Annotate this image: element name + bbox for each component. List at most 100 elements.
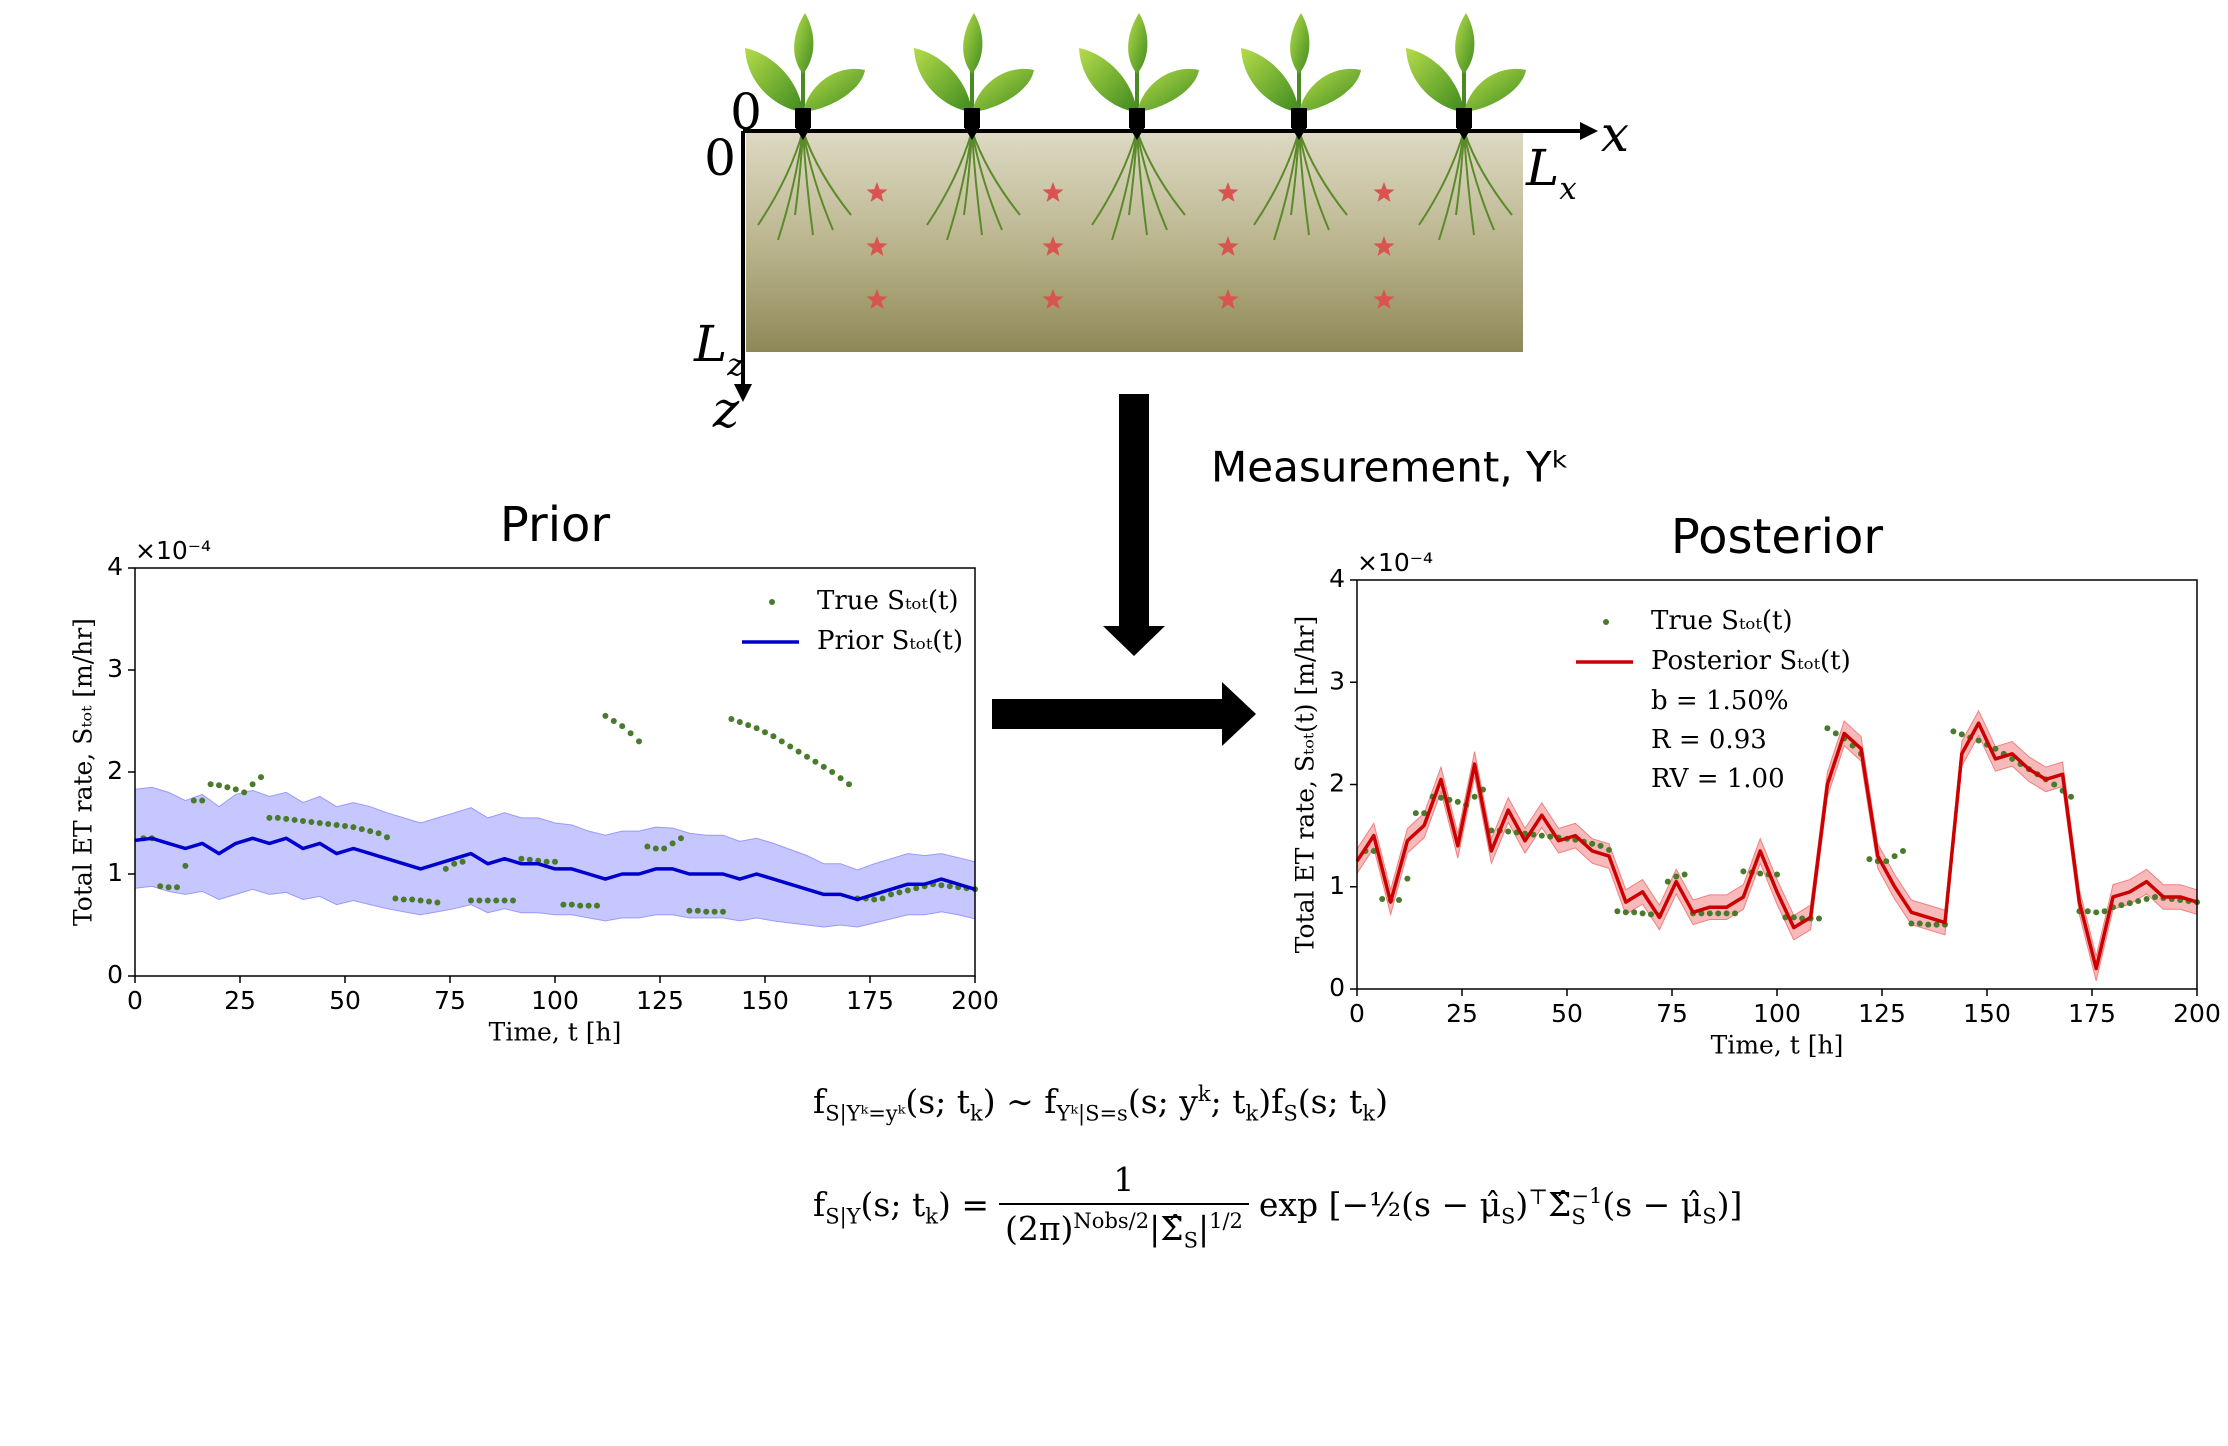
true-point <box>1673 873 1680 880</box>
annotation: RV = 1.00 <box>1651 764 1785 794</box>
true-point <box>434 899 441 906</box>
subscript: k <box>1362 1101 1376 1126</box>
down-arrow-head <box>1103 626 1165 656</box>
true-point <box>1715 910 1722 917</box>
x-tick-label: 0 <box>127 986 143 1015</box>
root <box>971 130 1021 216</box>
math-text: (2π) <box>1004 1209 1074 1248</box>
y-axis-label: Total ET rate, Sₜₒₜ(t) [m/hr] <box>1291 616 1320 953</box>
true-point <box>543 858 550 865</box>
root <box>1136 130 1186 216</box>
true-point <box>2051 781 2058 788</box>
leaf <box>1241 48 1299 112</box>
bayes-equation: fS|Yᵏ=yᵏ(s; tk) ∼ fYᵏ|S=s(s; yk; tk)fS(s… <box>813 1082 1388 1126</box>
true-point <box>384 834 390 841</box>
z-length: Lz <box>693 315 744 383</box>
text: L <box>1525 139 1559 197</box>
true-point <box>2135 898 2142 905</box>
true-point <box>342 823 348 830</box>
x-tick-label: 75 <box>434 986 466 1015</box>
sensors <box>866 182 1395 309</box>
true-point <box>619 723 626 730</box>
true-point <box>585 902 592 909</box>
charts: Prior×10⁻⁴0 25 50 75 100 125 150 175 20001234Tim… <box>69 497 2221 1060</box>
leaf <box>914 48 972 112</box>
math-text: exp [−½(s − μ̂ <box>1258 1184 1502 1224</box>
true-point <box>602 712 609 719</box>
true-point <box>1866 856 1873 863</box>
numerator: 1 <box>1113 1160 1135 1199</box>
legend-marker <box>769 599 775 605</box>
x-axis-label: Time, t [h] <box>1711 1031 1844 1060</box>
plant <box>1406 13 1526 241</box>
x-tick-label: 175 <box>2068 999 2116 1028</box>
true-point <box>199 797 206 804</box>
root <box>802 130 834 231</box>
true-point <box>1538 832 1545 839</box>
leaf <box>1128 13 1148 74</box>
leaf <box>1137 68 1199 112</box>
true-point <box>1421 810 1428 817</box>
math-text: (s − μ̂ <box>1602 1184 1703 1224</box>
legend-label: True Sₜₒₜ(t) <box>1651 606 1793 636</box>
true-point <box>2143 896 2150 903</box>
math-text: f <box>813 1082 826 1121</box>
root <box>1136 130 1168 231</box>
y-tick-label: 3 <box>107 654 123 683</box>
true-point <box>451 860 458 867</box>
true-point <box>1975 737 1982 744</box>
true-point <box>358 826 365 833</box>
leaf <box>1079 48 1137 112</box>
true-point <box>1723 910 1730 917</box>
right-arrow <box>992 699 1224 729</box>
mean-line <box>134 836 976 902</box>
true-point <box>1631 909 1638 916</box>
z-axis-label: z <box>712 381 740 439</box>
math-text: )] <box>1716 1184 1743 1224</box>
true-point <box>846 781 852 788</box>
subscript: z <box>726 347 744 383</box>
true-point <box>1370 847 1377 854</box>
true-point <box>2068 793 2074 800</box>
x-tick-label: 75 <box>1656 999 1688 1028</box>
true-point <box>1706 910 1713 917</box>
sensor-star <box>866 289 888 309</box>
root <box>1253 130 1300 226</box>
true-point <box>501 897 508 904</box>
legend-label: True Sₜₒₜ(t) <box>817 586 959 616</box>
true-point <box>207 781 214 788</box>
y-tick-label: 3 <box>1329 666 1345 695</box>
root <box>1128 130 1138 216</box>
soil-diagram: 0 0 x z Lx Lz <box>693 13 1629 439</box>
math-text: ) ∼ f <box>982 1082 1057 1121</box>
true-point <box>686 907 693 914</box>
true-point <box>2152 893 2158 900</box>
root <box>757 130 804 226</box>
true-point <box>1505 828 1512 835</box>
true-point <box>350 824 357 831</box>
true-point <box>753 725 760 732</box>
annotation: R = 0.93 <box>1651 725 1767 755</box>
true-point <box>1908 920 1915 927</box>
true-point <box>2084 908 2091 915</box>
true-point <box>636 738 642 745</box>
math-text: ) <box>1375 1082 1389 1121</box>
root <box>963 130 973 216</box>
true-point <box>333 822 340 829</box>
z-axis-arrow <box>734 384 752 402</box>
legend-label: Posterior Sₜₒₜ(t) <box>1651 646 1851 676</box>
root <box>1463 130 1475 236</box>
true-point <box>1992 745 1999 752</box>
plants <box>745 13 1526 241</box>
true-point <box>241 789 248 796</box>
true-point <box>426 898 432 905</box>
true-point <box>510 897 516 904</box>
math-text: (s; t <box>860 1184 926 1224</box>
superscript: ⊤ <box>1528 1184 1549 1209</box>
true-point <box>442 865 449 872</box>
true-point <box>367 828 374 835</box>
true-point <box>1883 858 1890 865</box>
y-tick-label: 4 <box>107 552 123 581</box>
sensor-star <box>866 236 888 256</box>
math-text: Σ̂ <box>1548 1184 1572 1224</box>
